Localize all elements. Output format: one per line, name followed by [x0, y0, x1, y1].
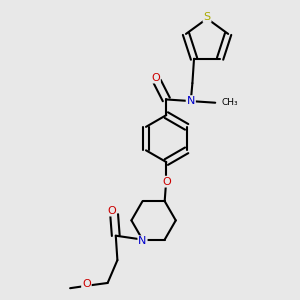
Text: O: O: [82, 279, 91, 289]
Text: O: O: [107, 206, 116, 216]
Text: N: N: [138, 236, 147, 246]
Text: O: O: [162, 177, 171, 187]
Text: O: O: [151, 73, 160, 82]
Text: N: N: [187, 96, 195, 106]
Text: S: S: [203, 12, 211, 22]
Text: CH₃: CH₃: [221, 98, 238, 107]
